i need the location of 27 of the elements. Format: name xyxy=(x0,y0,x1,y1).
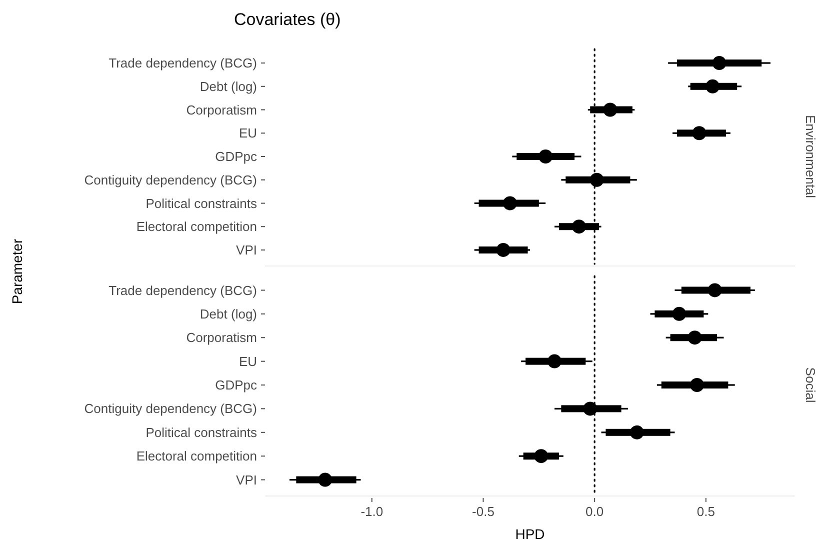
y-tick-label: Political constraints xyxy=(146,196,258,211)
x-tick-label: -1.0 xyxy=(360,504,384,519)
y-tick-label: EU xyxy=(238,354,257,369)
y-tick-label: VPI xyxy=(236,472,257,488)
y-tick-label: Debt (log) xyxy=(200,306,257,322)
x-tick-label: 0.0 xyxy=(586,504,604,519)
y-tick-label: Contiguity dependency (BCG) xyxy=(84,401,257,416)
y2-axis-title: Environmental xyxy=(803,114,818,198)
x-tick-label: -0.5 xyxy=(472,504,494,519)
y-tick-label: Political constraints xyxy=(146,424,258,440)
y-tick-label: Corporatism xyxy=(186,330,257,346)
y2-axis-title: Social xyxy=(803,367,818,403)
y-tick-label: Corporatism xyxy=(186,102,257,118)
y-tick-label: Electoral competition xyxy=(136,448,257,464)
x-tick-label: 0.5 xyxy=(696,504,715,519)
y-tick-label: VPI xyxy=(236,242,257,258)
chart-title: Covariates (θ) xyxy=(234,10,341,29)
y-tick-label: EU xyxy=(238,126,257,141)
x-axis-title: HPD xyxy=(515,526,545,542)
y-tick-label: Debt (log) xyxy=(200,78,257,94)
y-tick-label: GDPpc xyxy=(215,149,258,164)
y-axis-title: Parameter xyxy=(9,238,25,304)
y-tick-label: Contiguity dependency (BCG) xyxy=(84,172,257,188)
y-tick-label: GDPpc xyxy=(215,378,258,393)
y-tick-label: Trade dependency (BCG) xyxy=(108,56,257,71)
y-tick-label: Electoral competition xyxy=(136,219,257,234)
y-tick-label: Trade dependency (BCG) xyxy=(108,282,257,298)
